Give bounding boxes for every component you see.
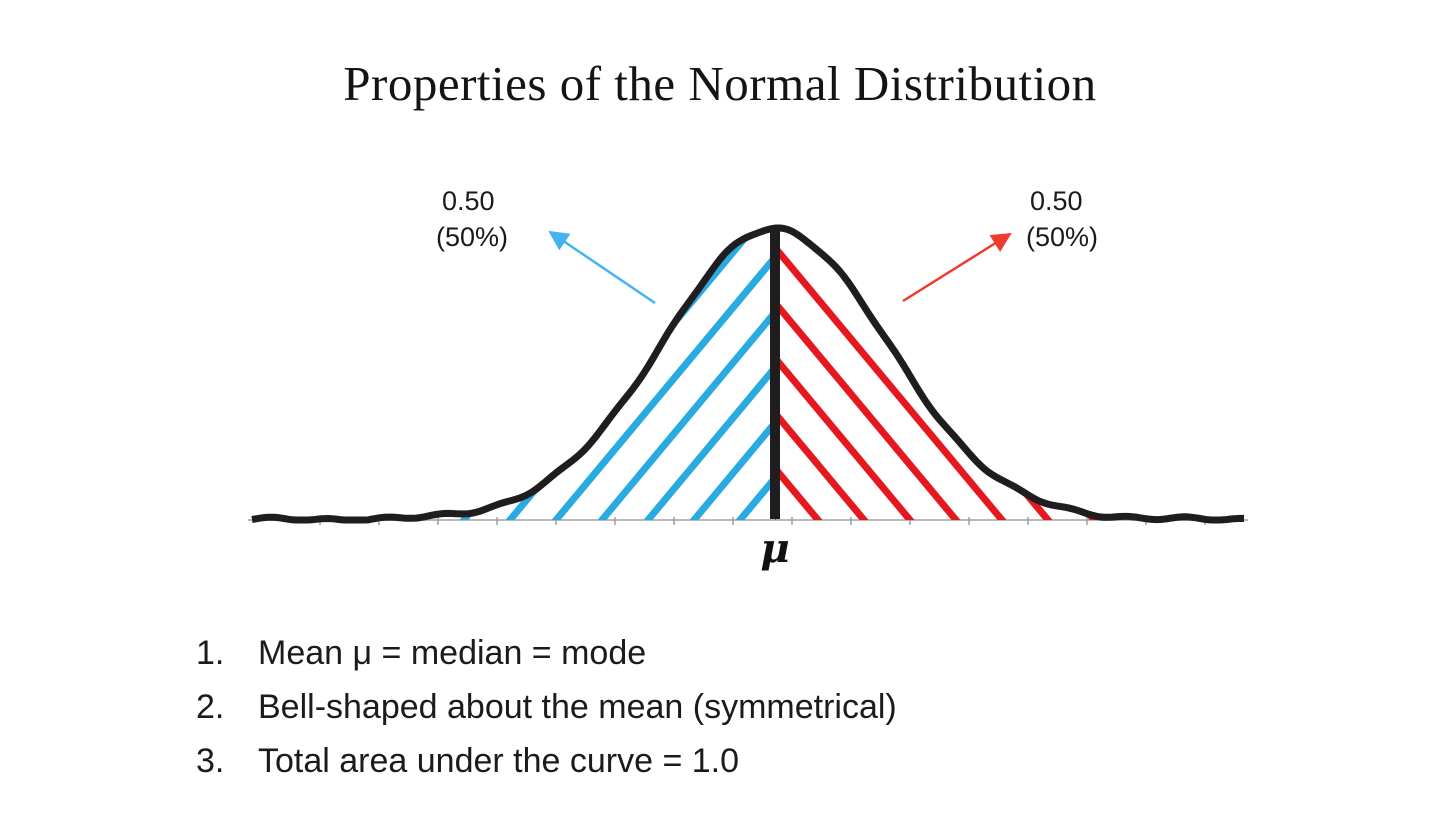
left-annotation-arrow-icon <box>548 231 656 305</box>
list-item: 2. Bell-shaped about the mean (symmetric… <box>196 680 1440 734</box>
bell-curve-canvas: 0.50 (50%) 0.50 (50%) μ <box>248 186 1248 572</box>
bell-curve <box>251 224 1245 524</box>
mean-symbol-label: μ <box>760 525 789 572</box>
list-item: 1. Mean μ = median = mode <box>196 626 1440 680</box>
right-annotation-arrow-icon <box>902 233 1012 303</box>
left-area-percent: (50%) <box>436 222 508 252</box>
list-item-number: 3. <box>196 742 225 781</box>
left-half-hatching <box>252 229 775 521</box>
area-under-curve <box>252 229 1246 521</box>
list-item-text: Total area under the curve = 1.0 <box>258 742 740 781</box>
slide-title: Properties of the Normal Distribution <box>343 56 1097 111</box>
list-item-number: 2. <box>196 688 225 727</box>
list-item-text: Mean μ = median = mode <box>258 634 647 673</box>
right-area-value: 0.50 <box>1030 186 1083 216</box>
properties-list: 1. Mean μ = median = mode 2. Bell-shaped… <box>0 626 1440 788</box>
left-area-value: 0.50 <box>442 186 495 216</box>
list-item-number: 1. <box>196 634 225 673</box>
list-item-text: Bell-shaped about the mean (symmetrical) <box>258 688 897 727</box>
list-item: 3. Total area under the curve = 1.0 <box>196 734 1440 788</box>
right-area-percent: (50%) <box>1026 222 1098 252</box>
normal-distribution-figure: 0.50 (50%) 0.50 (50%) μ <box>0 148 1440 618</box>
